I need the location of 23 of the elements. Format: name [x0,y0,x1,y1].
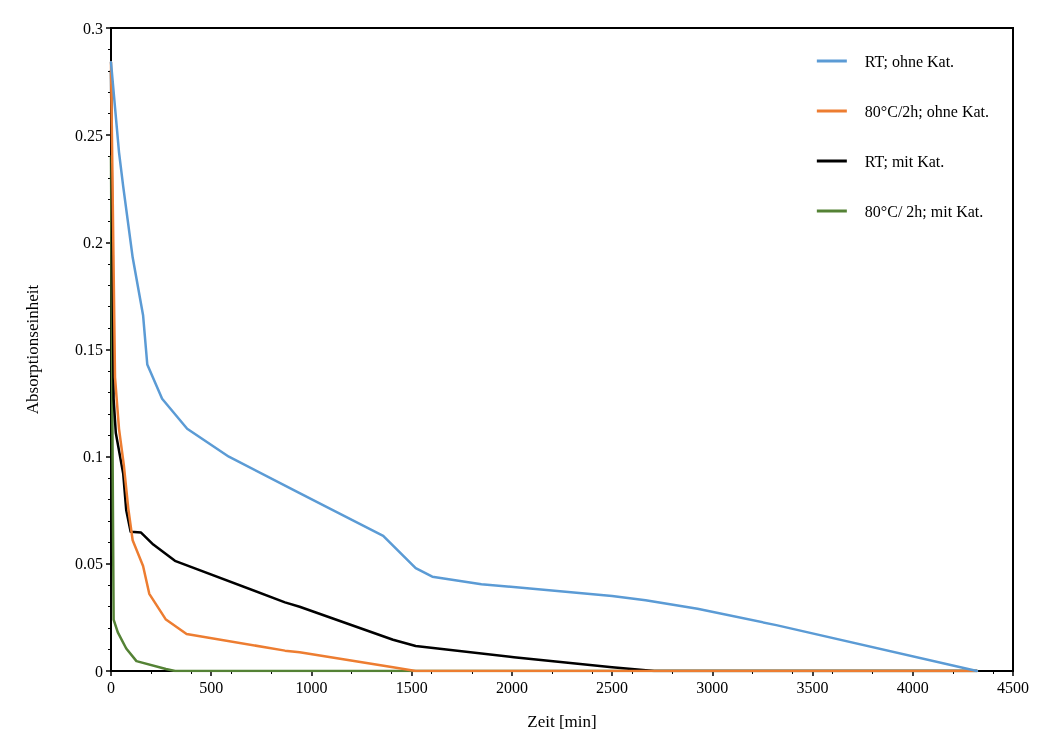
y-tick-label: 0.2 [83,233,103,251]
legend-label: RT; ohne Kat. [864,52,955,70]
x-tick-label: 3500 [796,678,829,696]
legend-label: RT; mit Kat. [864,152,945,170]
y-tick-label: 0 [95,662,103,680]
x-tick-label: 1000 [295,678,328,696]
x-tick-label: 2500 [596,678,629,696]
x-tick-label: 500 [199,678,224,696]
x-tick-label: 0 [107,678,115,696]
y-tick-label: 0.1 [83,448,103,466]
x-tick-label: 2000 [495,678,528,696]
legend-label: 80°C/2h; ohne Kat. [864,102,990,120]
x-tick-label: 1500 [395,678,428,696]
y-axis-title: Absorptionseinheit [23,284,42,415]
x-tick-label: 3000 [696,678,729,696]
y-tick-label: 0.25 [75,126,103,144]
x-tick-label: 4500 [997,678,1029,696]
x-axis-title: Zeit [min] [527,712,597,731]
x-tick-label: 4000 [896,678,929,696]
y-tick-label: 0.05 [75,555,103,573]
y-tick-label: 0.3 [83,19,103,37]
legend-label: 80°C/ 2h; mit Kat. [864,202,984,220]
y-tick-label: 0.15 [75,341,103,358]
